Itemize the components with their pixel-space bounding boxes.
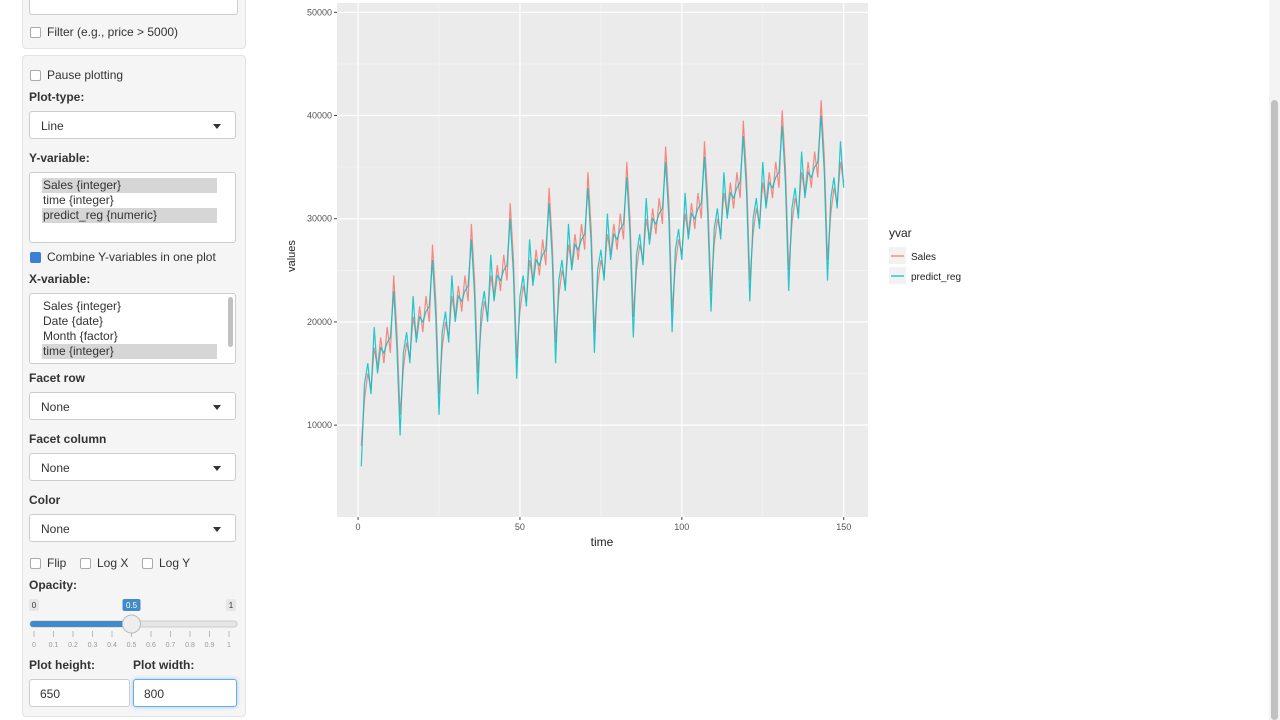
plot-type-select[interactable]: Line xyxy=(29,111,236,139)
width-input[interactable]: 800 xyxy=(133,679,237,707)
combine-label: Combine Y-variables in one plot xyxy=(47,250,216,264)
y-option[interactable]: time {integer} xyxy=(43,193,114,207)
y-tick-label: 40000 xyxy=(307,111,332,121)
x-list[interactable]: Sales {integer} Date {date} Month {factor}… xyxy=(29,293,236,364)
slider-fill xyxy=(30,621,132,627)
slider-tick-label: 0.5 xyxy=(127,642,137,649)
filter-label: Filter (e.g., price > 5000) xyxy=(47,25,179,39)
height-label: Plot height: xyxy=(29,658,95,672)
slider-tick-label: 0.3 xyxy=(88,642,98,649)
facet-col-label: Facet column xyxy=(29,432,107,446)
flip-label: Flip xyxy=(47,556,67,570)
select-value: None xyxy=(41,400,70,414)
logy-label: Log Y xyxy=(159,556,191,570)
legend-label: predict_reg xyxy=(911,272,961,283)
slider-tick-label: 0.2 xyxy=(68,642,78,649)
max-label: 1 xyxy=(229,601,234,610)
x-label: X-variable: xyxy=(29,272,91,286)
scroll-thumb xyxy=(1271,100,1278,720)
logx-checkbox[interactable] xyxy=(80,558,91,569)
select-value: Line xyxy=(41,119,64,133)
caret xyxy=(213,466,221,471)
color-select[interactable]: None xyxy=(29,514,236,542)
scrollbar xyxy=(228,297,233,347)
series-line xyxy=(360,115,845,467)
logy-checkbox[interactable] xyxy=(142,558,153,569)
slider-tick-label: 0.8 xyxy=(185,642,195,649)
caret xyxy=(213,527,221,532)
slider-tick-label: 1 xyxy=(227,642,231,649)
opacity-label: Opacity: xyxy=(29,578,78,592)
x-option[interactable]: Date {date} xyxy=(43,314,104,328)
legend-title: yvar xyxy=(889,226,912,240)
y-option[interactable]: Sales {integer} xyxy=(42,178,217,193)
y-axis-title: values xyxy=(286,240,298,272)
y-list[interactable]: Sales {integer} time {integer} predict_reg… xyxy=(29,172,236,243)
max-badge xyxy=(226,599,236,611)
facet-col-select[interactable]: None xyxy=(29,453,236,481)
color-label: Color xyxy=(29,493,61,507)
legend-label: Sales xyxy=(911,252,936,263)
page-scrollbar xyxy=(1269,0,1280,720)
logx-label: Log X xyxy=(97,556,129,570)
chart: time values yvar 0 50 100 150 10000 20000 3000… xyxy=(286,3,961,549)
slider-tick-label: 0.6 xyxy=(146,642,156,649)
x-tick-label: 100 xyxy=(674,522,689,532)
facet-row-label: Facet row xyxy=(29,371,86,385)
slider-tick-label: 0 xyxy=(32,642,36,649)
x-tick-label: 0 xyxy=(356,522,361,532)
y-tick-label: 20000 xyxy=(307,317,332,327)
combine-checkbox[interactable] xyxy=(30,252,41,263)
x-option[interactable]: time {integer} xyxy=(42,344,217,359)
y-tick-label: 50000 xyxy=(307,7,332,17)
caret xyxy=(213,405,221,410)
height-input[interactable]: 650 xyxy=(29,679,130,707)
x-tick-label: 150 xyxy=(836,522,851,532)
slider-tick-label: 0.1 xyxy=(49,642,59,649)
pause-checkbox[interactable] xyxy=(30,70,41,81)
min-badge xyxy=(29,599,39,611)
slider-tick-label: 0.4 xyxy=(107,642,117,649)
filter-checkbox[interactable] xyxy=(30,27,41,38)
flip-checkbox[interactable] xyxy=(30,558,41,569)
x-tick-label: 50 xyxy=(515,522,525,532)
y-label: Y-variable: xyxy=(29,151,90,165)
y-option[interactable]: predict_reg {numeric} xyxy=(42,208,217,223)
pause-label: Pause plotting xyxy=(47,68,124,82)
value-label: 0.5 xyxy=(126,601,138,610)
min-label: 0 xyxy=(32,601,37,610)
select-value: None xyxy=(41,522,70,536)
filter-input[interactable] xyxy=(29,0,238,15)
value-badge xyxy=(122,599,141,611)
caret xyxy=(213,124,221,129)
select-value: None xyxy=(41,461,70,475)
facet-row-select[interactable]: None xyxy=(29,392,236,420)
plot-type-label: Plot-type: xyxy=(29,90,85,104)
x-option[interactable]: Month {factor} xyxy=(43,329,118,343)
y-tick-label: 30000 xyxy=(307,214,332,224)
slider-tick-label: 0.7 xyxy=(166,642,176,649)
x-option[interactable]: Sales {integer} xyxy=(43,299,122,313)
slider-tick-label: 0.9 xyxy=(205,642,215,649)
x-axis-title: time xyxy=(591,535,614,549)
opacity-slider[interactable]: 0 1 0.5 0 0.1 0.2 0.3 0.4 0.5 0.6 0.7 0.8 0.9 1 xyxy=(22,596,244,652)
slider-handle xyxy=(122,614,141,634)
y-tick-label: 10000 xyxy=(307,420,332,430)
width-label: Plot width: xyxy=(133,658,195,672)
